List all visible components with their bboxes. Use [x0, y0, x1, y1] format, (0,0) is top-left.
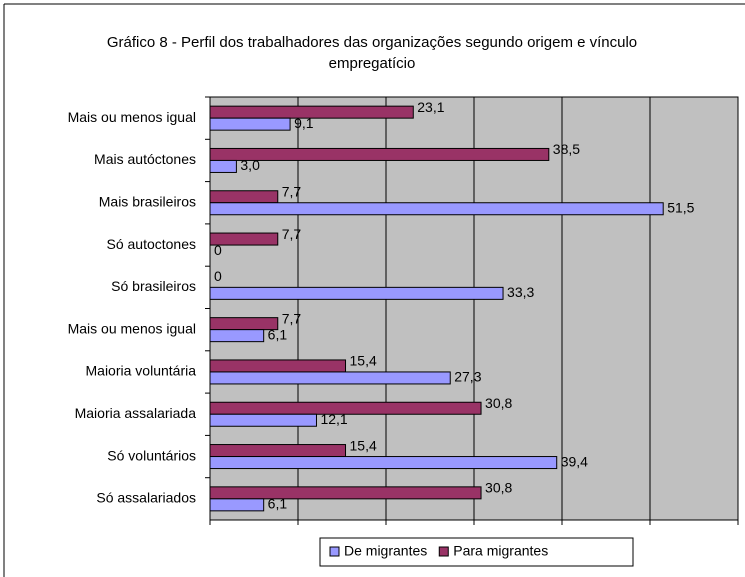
data-label: 7,7	[282, 310, 302, 326]
data-label: 39,4	[561, 453, 588, 469]
bar	[209, 159, 237, 173]
data-label: 30,8	[485, 395, 512, 411]
data-label: 7,7	[282, 183, 302, 199]
data-label: 7,7	[282, 226, 302, 242]
data-label: 12,1	[320, 411, 347, 427]
bar	[209, 413, 317, 427]
legend-label: Para migrantes	[453, 543, 548, 559]
bar	[209, 498, 265, 512]
bar	[209, 359, 347, 373]
bar	[209, 456, 558, 470]
data-label: 0	[214, 268, 222, 284]
bar	[209, 202, 664, 216]
y-tick-label: Mais autóctones	[94, 151, 196, 167]
data-label: 38,5	[553, 141, 580, 157]
bar	[209, 147, 550, 161]
data-label: 6,1	[268, 496, 288, 512]
data-label: 15,4	[350, 437, 377, 453]
bar	[209, 486, 482, 500]
y-tick-label: Só autoctones	[106, 236, 196, 252]
bar	[209, 286, 504, 300]
chart-title: Gráfico 8 - Perfil dos trabalhadores das…	[106, 34, 638, 72]
data-label: 0	[214, 242, 222, 258]
data-label: 6,1	[268, 326, 288, 342]
y-tick-label: Só voluntários	[107, 447, 196, 463]
bar	[209, 401, 482, 415]
y-tick-label: Mais ou menos igual	[68, 109, 196, 125]
bar	[209, 444, 347, 458]
y-tick-label: Mais brasileiros	[99, 193, 196, 209]
data-label: 27,3	[454, 369, 481, 385]
data-label: 3,0	[240, 157, 260, 173]
legend	[319, 537, 634, 567]
legend-label: De migrantes	[344, 543, 427, 559]
bar	[209, 190, 279, 204]
bar	[209, 117, 291, 131]
y-tick-label: Mais ou menos igual	[68, 320, 196, 336]
legend-swatch	[438, 546, 449, 557]
data-label: 30,8	[485, 480, 512, 496]
data-label: 51,5	[667, 199, 694, 215]
y-tick-label: Só assalariados	[96, 490, 196, 506]
y-tick-label: Maioria voluntária	[86, 363, 197, 379]
bar	[209, 232, 279, 246]
y-tick-label: Maioria assalariada	[75, 405, 197, 421]
bar	[209, 371, 451, 385]
data-label: 33,3	[507, 284, 534, 300]
bar	[209, 329, 265, 343]
data-label: 23,1	[417, 99, 444, 115]
y-tick-label: Só brasileiros	[111, 278, 196, 294]
bar	[209, 105, 414, 119]
data-label: 9,1	[294, 115, 314, 131]
data-label: 15,4	[350, 353, 377, 369]
legend-swatch	[329, 546, 340, 557]
